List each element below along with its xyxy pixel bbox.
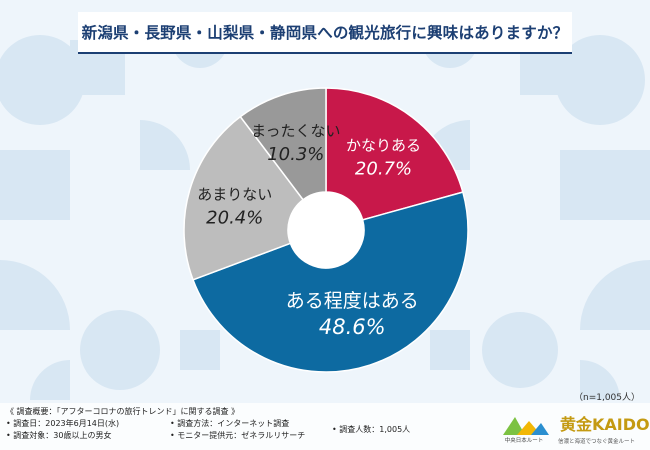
logo1-text: 中央日本ルート: [504, 438, 544, 444]
chart-title: 新潟県・長野県・山梨県・静岡県への観光旅行に興味はありますか？: [81, 24, 569, 42]
slice-label-0: かなりある: [346, 136, 421, 154]
survey-count: • 調査人数：1,005人: [332, 425, 411, 434]
title-box: 新潟県・長野県・山梨県・静岡県への観光旅行に興味はありますか？: [78, 12, 572, 54]
slice-value-3: 10.3%: [267, 144, 324, 165]
slice-label-3: まったくない: [251, 122, 340, 140]
slice-value-2: 20.4%: [206, 207, 263, 228]
sample-size-label: （n=1,005人）: [573, 393, 640, 403]
donut-hole: [288, 192, 364, 268]
slice-label-2: あまりない: [197, 185, 272, 203]
kogane-kaido-subtitle: 信濃と海道でつなぐ黄金ルート: [558, 439, 636, 445]
chubu-route-logo-icon: [503, 417, 549, 435]
kogane-kaido-logo: 黄金KAIDO: [560, 415, 650, 434]
survey-date: • 調査日：2023年6月14日(水): [6, 419, 120, 428]
slice-value-0: 20.7%: [355, 158, 412, 179]
slice-label-1: ある程度はある: [286, 290, 419, 312]
survey-overview: 《 調査概要：「アフターコロナの旅行トレンド」に関する調査 》: [6, 407, 240, 416]
survey-provider: • モニター提供元：ゼネラルリサーチ: [170, 431, 306, 440]
survey-target: • 調査対象：30歳以上の男女: [6, 431, 112, 440]
slice-value-1: 48.6%: [319, 315, 386, 339]
survey-method: • 調査方法：インターネット調査: [170, 419, 290, 428]
